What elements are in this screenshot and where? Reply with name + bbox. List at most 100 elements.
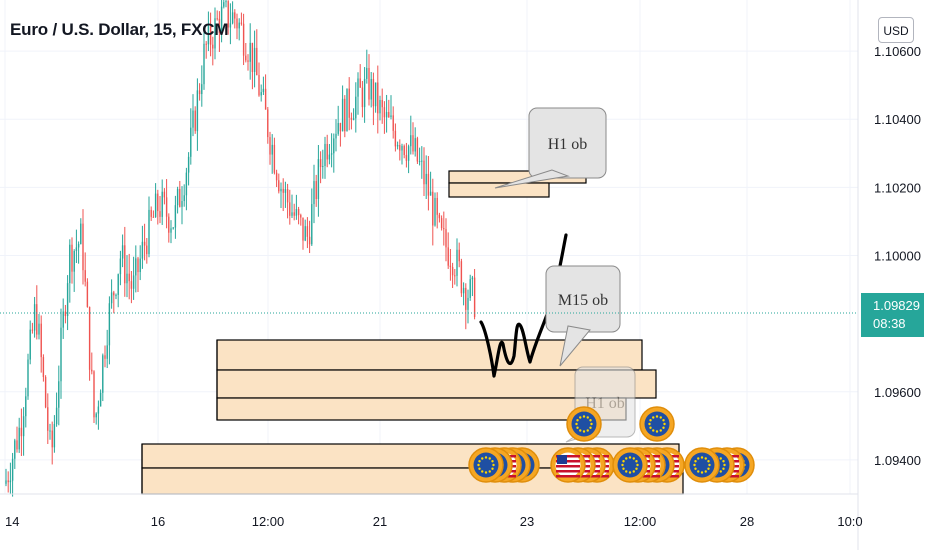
eu-flag-icon bbox=[566, 406, 602, 442]
candle-body bbox=[95, 413, 97, 418]
callout-box bbox=[528, 107, 607, 179]
candle-body bbox=[396, 144, 399, 147]
candle-body bbox=[273, 144, 276, 173]
currency-button[interactable]: USD bbox=[878, 17, 914, 43]
candle-body bbox=[253, 47, 256, 72]
candle-body bbox=[132, 275, 135, 289]
flag-star bbox=[719, 470, 722, 473]
flag-star bbox=[488, 470, 491, 473]
candle-body bbox=[403, 145, 405, 155]
candle-body bbox=[399, 144, 401, 151]
candle-body bbox=[438, 214, 441, 219]
flag-star bbox=[622, 467, 625, 470]
candle-body bbox=[300, 215, 302, 218]
candle-body bbox=[135, 258, 137, 276]
candle-body bbox=[366, 67, 368, 79]
callout-label: H1 ob bbox=[548, 136, 588, 153]
candle-body bbox=[245, 55, 247, 61]
candle-body bbox=[289, 202, 291, 216]
candle-body bbox=[165, 197, 168, 217]
candle-body bbox=[60, 327, 62, 382]
flag-star bbox=[492, 463, 495, 467]
candle-body bbox=[346, 88, 348, 132]
candle-body bbox=[47, 407, 49, 431]
candle-body bbox=[278, 180, 280, 192]
candle-body bbox=[88, 306, 91, 370]
flag-star bbox=[582, 430, 586, 433]
candle-body bbox=[454, 275, 456, 277]
candle-body bbox=[390, 115, 392, 118]
candle-body bbox=[337, 123, 339, 134]
candle-body bbox=[190, 127, 192, 157]
candle-body bbox=[407, 146, 410, 161]
candle-body bbox=[143, 241, 146, 246]
flag-star bbox=[576, 419, 579, 422]
flag-star bbox=[579, 429, 582, 432]
candle-body bbox=[174, 205, 177, 228]
candle-body bbox=[328, 154, 331, 160]
candle-body bbox=[302, 217, 304, 241]
candle-body bbox=[192, 110, 194, 128]
candle-body bbox=[119, 258, 122, 275]
flag-star bbox=[478, 460, 481, 463]
candle-body bbox=[36, 304, 38, 335]
candle-body bbox=[18, 427, 20, 450]
flag-face bbox=[644, 411, 670, 437]
candle-body bbox=[9, 480, 12, 483]
flag-face bbox=[617, 452, 643, 478]
flag-star bbox=[622, 460, 625, 463]
candle-body bbox=[168, 216, 170, 233]
candle-body bbox=[71, 244, 73, 272]
flag-star bbox=[621, 463, 624, 467]
candle-body bbox=[333, 138, 335, 154]
callout-m15-ob: M15 ob bbox=[545, 265, 621, 367]
candle-body bbox=[126, 273, 128, 284]
candle-body bbox=[163, 191, 166, 198]
candle-body bbox=[256, 47, 258, 76]
flag-star bbox=[628, 456, 632, 459]
candle-body bbox=[152, 216, 155, 218]
chart-title: Euro / U.S. Dollar, 15, FXCM bbox=[10, 20, 229, 39]
candle-body bbox=[423, 160, 425, 185]
candle-body bbox=[374, 82, 377, 107]
flag-star bbox=[635, 467, 638, 470]
candle-body bbox=[432, 191, 434, 226]
candle-body bbox=[445, 229, 447, 248]
callout-label: M15 ob bbox=[558, 292, 608, 309]
current-price-badge: 1.09829 08:38 bbox=[861, 293, 924, 337]
candle-body bbox=[20, 427, 23, 437]
candle-body bbox=[148, 209, 150, 255]
candle-body bbox=[249, 42, 251, 62]
flag-star bbox=[625, 470, 628, 473]
flag-star bbox=[694, 460, 697, 463]
x-tick-label: 28 bbox=[740, 514, 754, 529]
flag-star bbox=[481, 470, 484, 473]
candle-body bbox=[381, 99, 383, 108]
candle-body bbox=[102, 355, 104, 393]
flag-star bbox=[707, 460, 710, 463]
candle-body bbox=[49, 430, 51, 432]
flag-star bbox=[694, 467, 697, 470]
candle-body bbox=[27, 359, 29, 397]
flag-stripe bbox=[556, 455, 580, 458]
candle-body bbox=[179, 188, 181, 207]
x-tick-label: 16 bbox=[151, 514, 165, 529]
eu-flag-icon bbox=[639, 406, 675, 442]
candle-body bbox=[181, 201, 183, 207]
callout-label: H1 ob bbox=[585, 395, 625, 412]
eu-flag-icon bbox=[468, 447, 504, 483]
candle-body bbox=[53, 424, 56, 448]
flag-star bbox=[586, 416, 589, 419]
candle-body bbox=[110, 292, 113, 304]
flag-star bbox=[659, 416, 662, 419]
candle-body bbox=[58, 381, 60, 408]
candle-body bbox=[141, 241, 144, 259]
candle-body bbox=[231, 12, 234, 24]
candle-body bbox=[306, 226, 309, 237]
flag-star bbox=[697, 470, 700, 473]
flag-star bbox=[700, 471, 704, 474]
candle-body bbox=[236, 18, 238, 29]
flag-star bbox=[722, 460, 725, 463]
candle-body bbox=[84, 270, 86, 282]
